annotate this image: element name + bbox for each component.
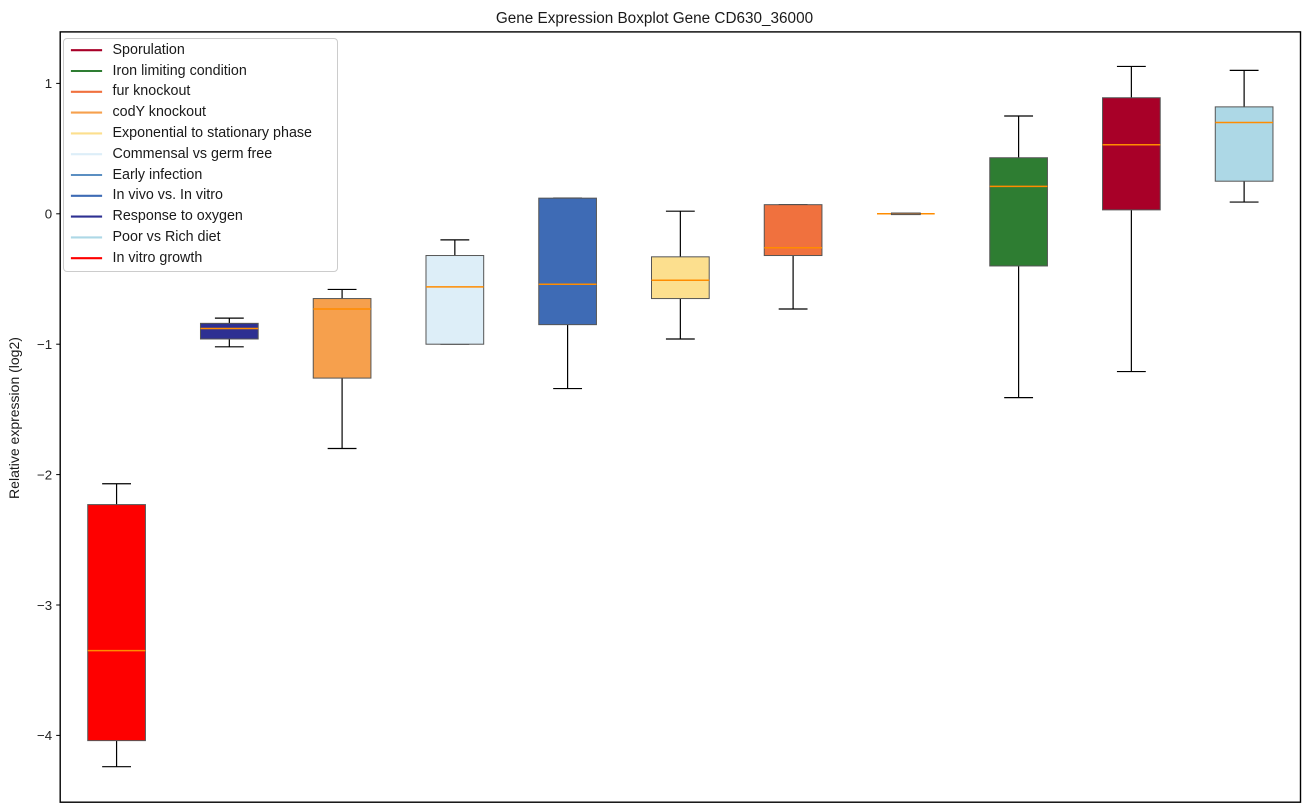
svg-text:−3: −3: [37, 598, 52, 613]
svg-text:−4: −4: [37, 728, 52, 743]
svg-text:−1: −1: [37, 337, 52, 352]
svg-text:−2: −2: [37, 467, 52, 482]
svg-text:0: 0: [45, 207, 52, 222]
svg-text:1: 1: [45, 76, 52, 91]
